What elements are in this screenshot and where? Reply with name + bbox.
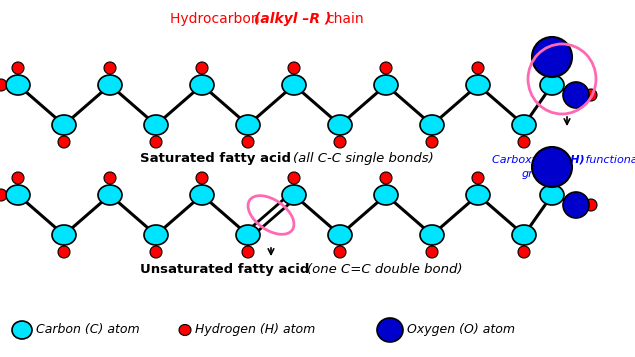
Ellipse shape: [540, 75, 564, 95]
Ellipse shape: [179, 325, 191, 336]
Ellipse shape: [144, 225, 168, 245]
Ellipse shape: [58, 246, 70, 258]
Ellipse shape: [0, 189, 7, 201]
Ellipse shape: [12, 62, 24, 74]
Ellipse shape: [563, 192, 589, 218]
Ellipse shape: [196, 62, 208, 74]
Text: Saturated fatty acid: Saturated fatty acid: [140, 152, 296, 165]
Ellipse shape: [282, 75, 306, 95]
Text: group: group: [522, 169, 554, 179]
Text: (one C=C double bond): (one C=C double bond): [307, 263, 462, 276]
Ellipse shape: [98, 75, 122, 95]
Ellipse shape: [532, 147, 572, 187]
Ellipse shape: [374, 185, 398, 205]
Ellipse shape: [190, 185, 214, 205]
Ellipse shape: [6, 75, 30, 95]
Ellipse shape: [420, 225, 444, 245]
Ellipse shape: [282, 185, 306, 205]
Ellipse shape: [334, 246, 346, 258]
Ellipse shape: [0, 79, 7, 91]
Ellipse shape: [532, 37, 572, 77]
Ellipse shape: [242, 246, 254, 258]
Ellipse shape: [420, 115, 444, 135]
Ellipse shape: [58, 136, 70, 148]
Ellipse shape: [472, 62, 484, 74]
Ellipse shape: [377, 318, 403, 342]
Text: Oxygen (O) atom: Oxygen (O) atom: [407, 323, 515, 337]
Text: Hydrocarbon: Hydrocarbon: [170, 12, 264, 26]
Text: (alkyl –R ): (alkyl –R ): [254, 12, 336, 26]
Ellipse shape: [144, 115, 168, 135]
Ellipse shape: [236, 115, 260, 135]
Ellipse shape: [236, 225, 260, 245]
Ellipse shape: [512, 225, 536, 245]
Ellipse shape: [104, 62, 116, 74]
Ellipse shape: [563, 82, 589, 108]
Ellipse shape: [52, 225, 76, 245]
Ellipse shape: [518, 246, 530, 258]
Ellipse shape: [334, 136, 346, 148]
Ellipse shape: [466, 185, 490, 205]
Text: (all C-C single bonds): (all C-C single bonds): [293, 152, 434, 165]
Ellipse shape: [150, 246, 162, 258]
Ellipse shape: [104, 172, 116, 184]
Ellipse shape: [98, 185, 122, 205]
Ellipse shape: [472, 172, 484, 184]
Ellipse shape: [12, 172, 24, 184]
Ellipse shape: [6, 185, 30, 205]
Ellipse shape: [380, 172, 392, 184]
Ellipse shape: [585, 89, 597, 101]
Ellipse shape: [380, 62, 392, 74]
Text: Carboxyl: Carboxyl: [492, 155, 545, 165]
Ellipse shape: [512, 115, 536, 135]
Text: chain: chain: [326, 12, 364, 26]
Ellipse shape: [466, 75, 490, 95]
Ellipse shape: [288, 172, 300, 184]
Ellipse shape: [426, 246, 438, 258]
Ellipse shape: [540, 185, 564, 205]
Text: Hydrogen (H) atom: Hydrogen (H) atom: [195, 323, 315, 337]
Text: Unsaturated fatty acid: Unsaturated fatty acid: [140, 263, 314, 276]
Ellipse shape: [374, 75, 398, 95]
Ellipse shape: [242, 136, 254, 148]
Ellipse shape: [190, 75, 214, 95]
Ellipse shape: [150, 136, 162, 148]
Text: functional: functional: [582, 155, 635, 165]
Ellipse shape: [12, 321, 32, 339]
Ellipse shape: [328, 115, 352, 135]
Ellipse shape: [426, 136, 438, 148]
Ellipse shape: [52, 115, 76, 135]
Text: Carbon (C) atom: Carbon (C) atom: [36, 323, 140, 337]
Ellipse shape: [585, 199, 597, 211]
Ellipse shape: [196, 172, 208, 184]
Text: (COOH): (COOH): [538, 155, 585, 165]
Ellipse shape: [328, 225, 352, 245]
Ellipse shape: [518, 136, 530, 148]
Ellipse shape: [288, 62, 300, 74]
